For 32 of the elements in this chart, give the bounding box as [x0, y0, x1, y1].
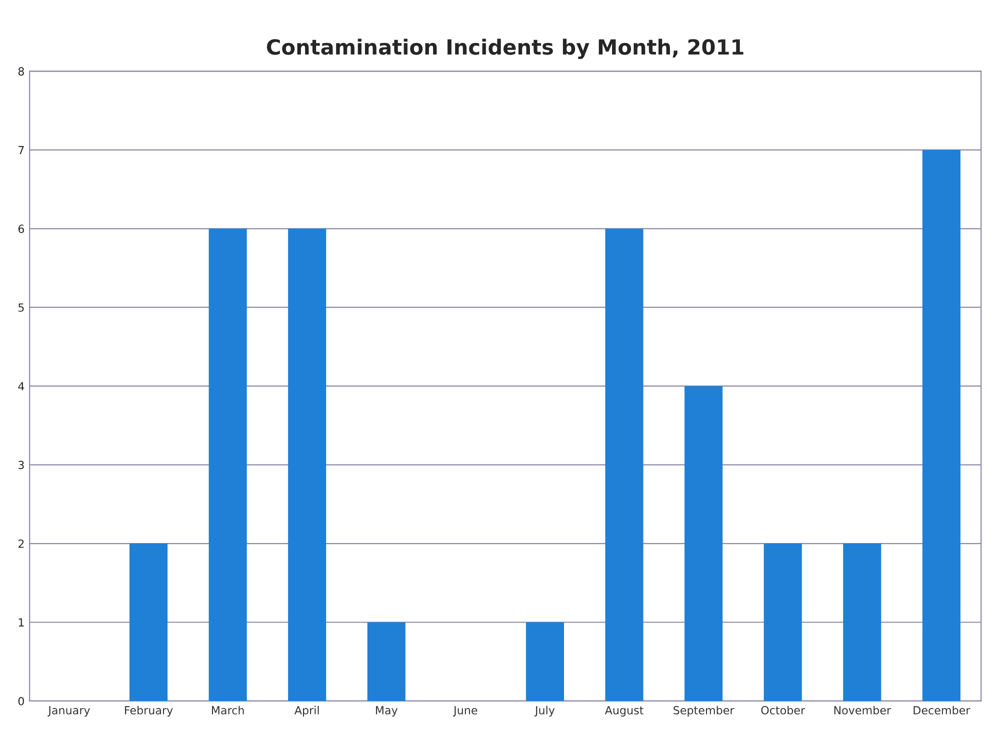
bar — [208, 228, 247, 701]
x-tick-label: January — [48, 706, 90, 717]
y-tick-label: 7 — [18, 146, 24, 154]
bar — [288, 228, 326, 701]
bar — [684, 386, 723, 701]
x-tick-label: July — [534, 706, 555, 717]
chart-title: Contamination Incidents by Month, 2011 — [266, 38, 744, 60]
x-tick-label: May — [376, 706, 398, 717]
x-tick-label: December — [914, 706, 970, 714]
bar — [843, 544, 882, 701]
y-tick-label: 4 — [18, 382, 24, 390]
y-tick-label: 2 — [18, 540, 24, 548]
x-tick-label: August — [604, 706, 644, 717]
y-tick-label: 6 — [18, 224, 24, 234]
y-tick-label: 0 — [18, 696, 24, 706]
bar — [526, 622, 564, 701]
x-tick-label: April — [294, 706, 319, 717]
y-tick-label: 3 — [18, 460, 24, 470]
x-tick-label: June — [453, 706, 478, 716]
bar — [764, 544, 802, 701]
x-tick-label: September — [674, 706, 734, 717]
x-tick-label: November — [834, 706, 892, 714]
y-tick-label: 1 — [18, 618, 24, 626]
x-tick-label: March — [212, 706, 244, 714]
x-tick-label: October — [761, 706, 806, 714]
bar — [922, 150, 960, 701]
bar — [367, 622, 406, 701]
y-tick-label: 5 — [18, 303, 24, 312]
y-tick-label: 8 — [18, 67, 24, 76]
bar — [129, 544, 168, 701]
bar — [605, 228, 644, 701]
x-tick-label: February — [124, 706, 173, 717]
